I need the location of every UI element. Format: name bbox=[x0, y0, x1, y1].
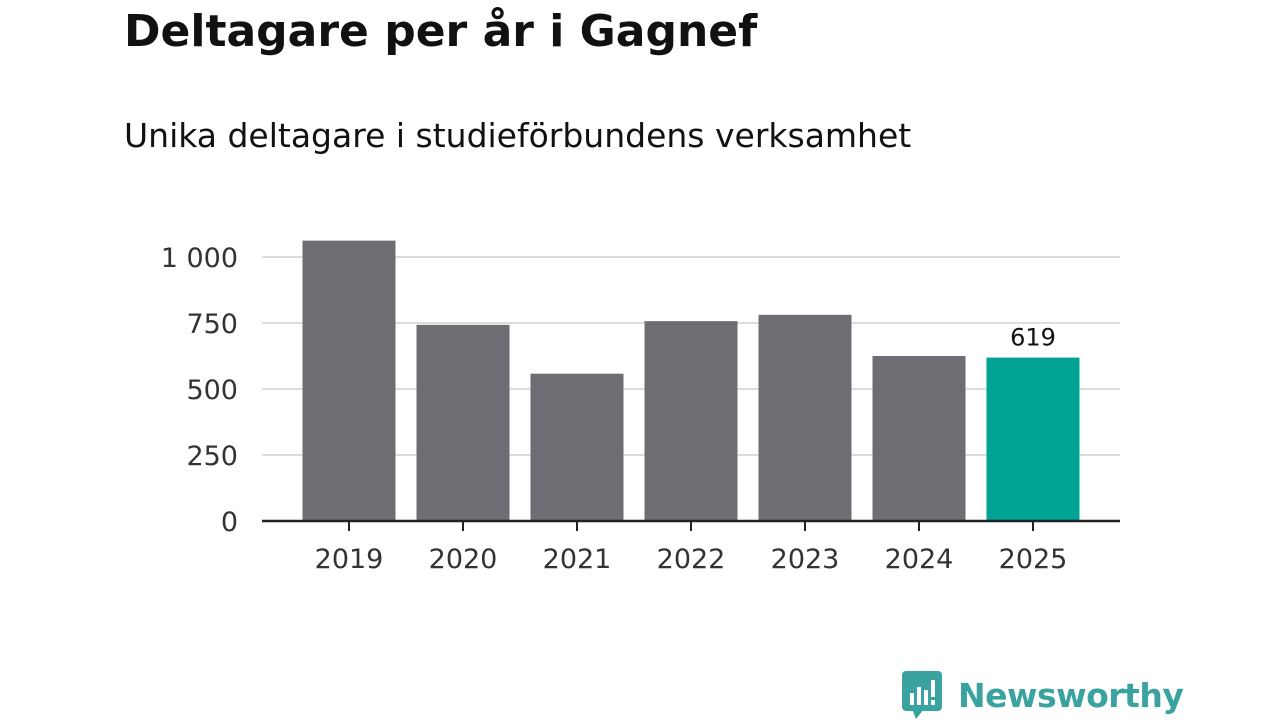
x-tick-label: 2019 bbox=[315, 544, 384, 575]
y-tick-label: 250 bbox=[186, 441, 238, 472]
bar-2020 bbox=[416, 324, 510, 521]
bars bbox=[302, 240, 1080, 521]
bar-chart: 0 250 500 750 1 000 2019 2020 2021 2022 2023 2024 2… bbox=[161, 240, 1120, 575]
bar-2025 bbox=[986, 357, 1080, 521]
bar-2021 bbox=[530, 373, 624, 521]
axes bbox=[262, 519, 1120, 531]
y-tick-label: 500 bbox=[186, 375, 238, 406]
bar-2022 bbox=[644, 321, 738, 521]
y-tick-label: 1 000 bbox=[161, 243, 238, 274]
bar-chart-speech-bubble-icon bbox=[902, 671, 942, 719]
bar-2019 bbox=[302, 240, 396, 521]
newsworthy-logo: Newsworthy bbox=[902, 670, 1184, 720]
labels: 0 250 500 750 1 000 2019 2020 2021 2022 2023 2024 2… bbox=[161, 243, 1068, 575]
x-tick-label: 2025 bbox=[999, 544, 1068, 575]
chart-title: Deltagare per år i Gagnef bbox=[124, 6, 758, 57]
data-label-2025: 619 bbox=[1010, 324, 1056, 352]
y-tick-label: 0 bbox=[221, 507, 238, 538]
bar-2024 bbox=[872, 356, 966, 521]
x-tick-label: 2020 bbox=[429, 544, 498, 575]
x-tick-label: 2021 bbox=[543, 544, 612, 575]
logo-text: Newsworthy bbox=[958, 675, 1184, 715]
chart-subtitle: Unika deltagare i studieförbundens verks… bbox=[124, 116, 912, 155]
x-tick-label: 2023 bbox=[771, 544, 840, 575]
x-tick-label: 2024 bbox=[885, 544, 954, 575]
x-tick-label: 2022 bbox=[657, 544, 726, 575]
y-tick-label: 750 bbox=[186, 309, 238, 340]
bar-2023 bbox=[758, 314, 852, 521]
